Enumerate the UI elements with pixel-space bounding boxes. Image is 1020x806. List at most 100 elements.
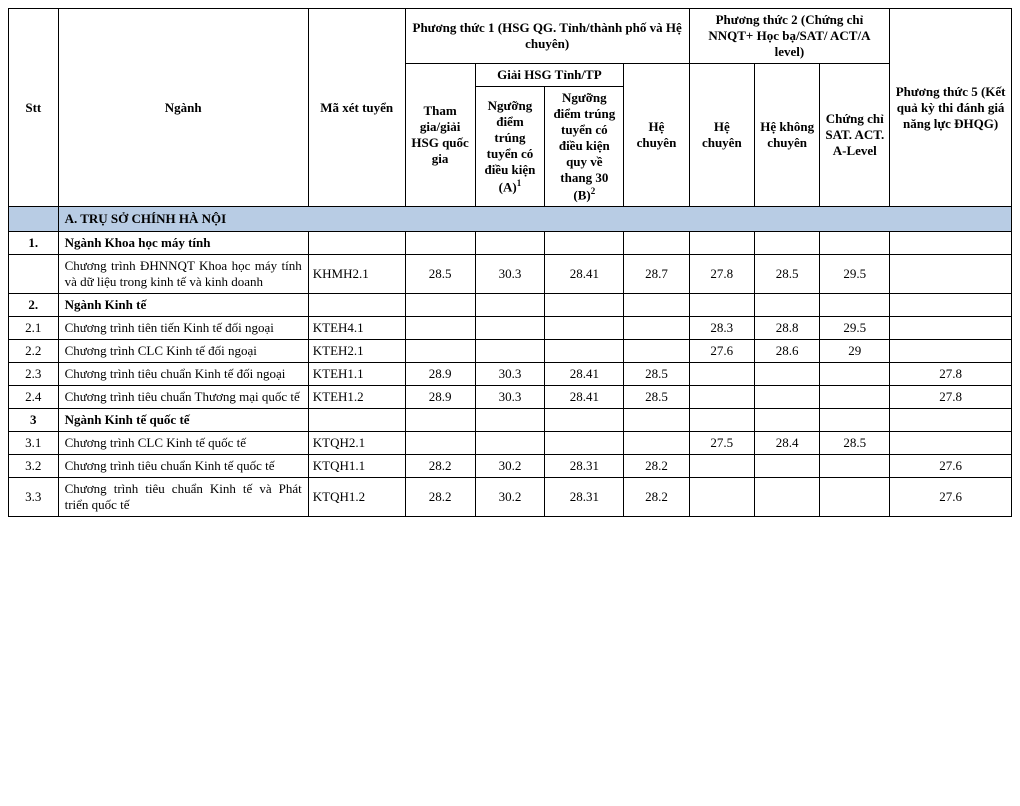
cell-value [545,317,624,340]
header-ma-xet-tuyen: Mã xét tuyển [308,9,405,207]
cell-value [754,386,819,409]
cell-value: 27.8 [689,255,754,294]
cell-value: 29 [820,340,890,363]
cell-value [405,317,475,340]
cell-value: 28.5 [405,255,475,294]
cell-name: Ngành Kinh tế quốc tế [58,409,308,432]
cell-value: 30.3 [475,363,545,386]
cell-value [624,340,689,363]
cell-value: 28.9 [405,363,475,386]
cell-value [820,478,890,517]
cell-value: 28.5 [754,255,819,294]
cell-value [689,409,754,432]
header-stt: Stt [9,9,59,207]
cell-value: 28.9 [405,386,475,409]
cell-value [820,386,890,409]
cell-value: 30.2 [475,478,545,517]
cell-value: 28.41 [545,386,624,409]
table-row: 2.Ngành Kinh tế [9,294,1012,317]
admission-table: Stt Ngành Mã xét tuyển Phương thức 1 (HS… [8,8,1012,517]
cell-name: Ngành Kinh tế [58,294,308,317]
cell-stt: 2.1 [9,317,59,340]
cell-value [689,232,754,255]
cell-value [624,317,689,340]
cell-stt: 3.2 [9,455,59,478]
cell-code: KTEH1.2 [308,386,405,409]
table-row: 2.2Chương trình CLC Kinh tế đối ngoạiKTE… [9,340,1012,363]
cell-value [689,294,754,317]
cell-value [545,409,624,432]
cell-code: KTEH2.1 [308,340,405,363]
cell-value: 30.3 [475,255,545,294]
cell-value [890,232,1012,255]
header-pt2-chungchi: Chứng chỉ SAT. ACT. A-Level [820,64,890,207]
cell-name: Chương trình CLC Kinh tế quốc tế [58,432,308,455]
cell-value [405,409,475,432]
cell-code: KTQH2.1 [308,432,405,455]
cell-stt: 3.3 [9,478,59,517]
cell-value [475,317,545,340]
table-row: 1.Ngành Khoa học máy tính [9,232,1012,255]
header-pt1-giai-group: Giải HSG Tỉnh/TP [475,64,624,87]
cell-value: 28.2 [405,455,475,478]
table-row: 2.4Chương trình tiêu chuẩn Thương mại qu… [9,386,1012,409]
cell-code: KTEH1.1 [308,363,405,386]
cell-value [405,232,475,255]
table-header: Stt Ngành Mã xét tuyển Phương thức 1 (HS… [9,9,1012,207]
cell-value [624,409,689,432]
section-title: A. TRỤ SỞ CHÍNH HÀ NỘI [58,207,1011,232]
table-row: Chương trình ĐHNNQT Khoa học máy tính và… [9,255,1012,294]
cell-value: 28.5 [624,363,689,386]
cell-value [405,432,475,455]
table-row: 3Ngành Kinh tế quốc tế [9,409,1012,432]
cell-value [890,432,1012,455]
cell-value: 28.31 [545,455,624,478]
cell-stt: 3 [9,409,59,432]
cell-code: KTEH4.1 [308,317,405,340]
cell-value [545,432,624,455]
cell-stt: 1. [9,232,59,255]
cell-value [545,232,624,255]
cell-value [820,409,890,432]
cell-code [308,294,405,317]
cell-value [624,294,689,317]
cell-value [890,255,1012,294]
cell-value: 27.6 [890,455,1012,478]
cell-value: 28.2 [405,478,475,517]
cell-value [890,294,1012,317]
cell-value: 28.31 [545,478,624,517]
cell-value [475,409,545,432]
cell-value: 27.8 [890,386,1012,409]
cell-value [545,294,624,317]
cell-value: 27.6 [890,478,1012,517]
cell-name: Chương trình tiêu chuẩn Thương mại quốc … [58,386,308,409]
header-pt1-thamgia: Tham gia/giải HSG quốc gia [405,64,475,207]
cell-value: 29.5 [820,317,890,340]
cell-name: Chương trình tiêu chuẩn Kinh tế quốc tế [58,455,308,478]
cell-code: KTQH1.2 [308,478,405,517]
cell-name: Ngành Khoa học máy tính [58,232,308,255]
header-pt2-hechuyen: Hệ chuyên [689,64,754,207]
cell-value: 28.41 [545,363,624,386]
header-pt2-khongchuyen: Hệ không chuyên [754,64,819,207]
table-row: 3.3Chương trình tiêu chuẩn Kinh tế và Ph… [9,478,1012,517]
cell-value [624,232,689,255]
cell-value [754,409,819,432]
cell-code: KTQH1.1 [308,455,405,478]
cell-value [405,294,475,317]
cell-value: 28.5 [624,386,689,409]
cell-value: 28.41 [545,255,624,294]
cell-value [689,478,754,517]
cell-value [890,317,1012,340]
cell-name: Chương trình ĐHNNQT Khoa học máy tính và… [58,255,308,294]
cell-name: Chương trình tiên tiến Kinh tế đối ngoại [58,317,308,340]
cell-value: 28.8 [754,317,819,340]
table-row: 2.1Chương trình tiên tiến Kinh tế đối ng… [9,317,1012,340]
cell-stt: 2. [9,294,59,317]
cell-value [754,455,819,478]
cell-value [545,340,624,363]
header-pt2-group: Phương thức 2 (Chứng chỉ NNQT+ Học bạ/SA… [689,9,890,64]
table-row: 3.2Chương trình tiêu chuẩn Kinh tế quốc … [9,455,1012,478]
cell-stt: 2.2 [9,340,59,363]
cell-value [624,432,689,455]
